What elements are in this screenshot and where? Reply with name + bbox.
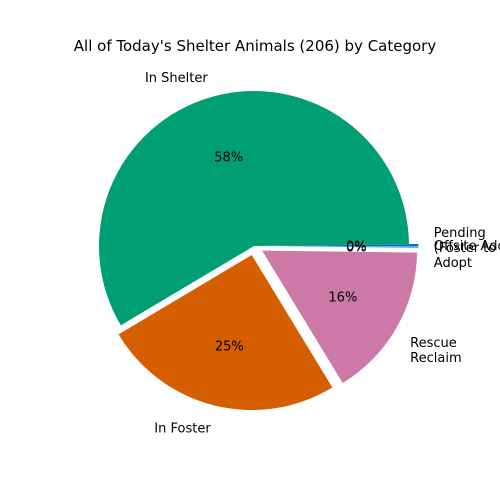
slice-percent-label: 16% <box>328 291 357 306</box>
pie-labels: 0% Offsite Adopt 58% In Shelter 25% In Foster… <box>145 71 500 437</box>
slice-percent-label: 25% <box>215 339 244 354</box>
pie-slice-in-shelter <box>98 90 409 326</box>
pie-slice-rescue-reclaim <box>262 250 418 384</box>
pie-slice-pending-foster-to-adopt <box>263 246 419 249</box>
slice-percent-label: 0% <box>346 239 367 254</box>
pie-slices <box>98 90 419 411</box>
slice-category-label: In Shelter <box>145 71 208 86</box>
slice-category-label: Rescue Reclaim <box>410 336 461 366</box>
pie-slice-offsite-adopt <box>263 243 419 246</box>
slice-category-label: Pending (Foster to Adopt <box>434 226 496 271</box>
slice-category-label: In Foster <box>154 422 211 437</box>
slice-category-label: Offsite Adopt <box>434 239 500 254</box>
slice-percent-label: 58% <box>214 150 243 165</box>
pie-slice-in-foster <box>118 255 333 411</box>
slice-percent-label: 0% <box>346 241 367 256</box>
chart-title: All of Today's Shelter Animals (206) by … <box>74 37 437 55</box>
